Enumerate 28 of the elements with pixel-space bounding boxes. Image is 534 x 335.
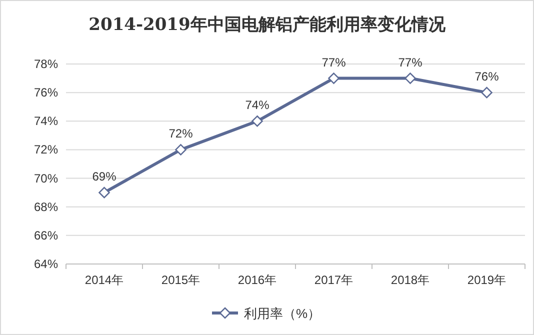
- chart-title: 2014-2019年中国电解铝产能利用率变化情况: [88, 15, 446, 35]
- legend-label: 利用率（%）: [244, 306, 321, 321]
- point: [328, 72, 340, 84]
- y-tick-label: 74%: [34, 114, 58, 128]
- point: [175, 144, 186, 156]
- y-tick-label: 72%: [34, 142, 58, 157]
- point: [404, 72, 416, 84]
- data-label: 72%: [168, 126, 194, 141]
- y-tick-label: 66%: [34, 228, 58, 242]
- point: [481, 86, 492, 98]
- y-tick-label: 64%: [34, 257, 58, 271]
- data-label: 74%: [245, 98, 270, 112]
- data-label: 77%: [322, 55, 346, 70]
- data-label: 69%: [92, 170, 117, 184]
- data-label: 76%: [474, 70, 500, 84]
- point: [98, 186, 110, 198]
- y-tick-label: 68%: [34, 200, 58, 214]
- y-tick-label: 78%: [34, 57, 58, 71]
- x-tick-label: 2018年: [390, 273, 430, 287]
- y-tick-label: 70%: [34, 171, 58, 186]
- x-tick-label: 2019年: [467, 273, 506, 287]
- y-tick-label: 76%: [34, 86, 58, 100]
- point: [252, 115, 263, 127]
- x-tick-label: 2016年: [238, 273, 277, 287]
- data-label: 77%: [398, 55, 423, 70]
- x-tick-label: 2015年: [161, 273, 200, 287]
- x-tick-label: 2017年: [314, 273, 354, 287]
- x-tick-label: 2014年: [84, 273, 124, 287]
